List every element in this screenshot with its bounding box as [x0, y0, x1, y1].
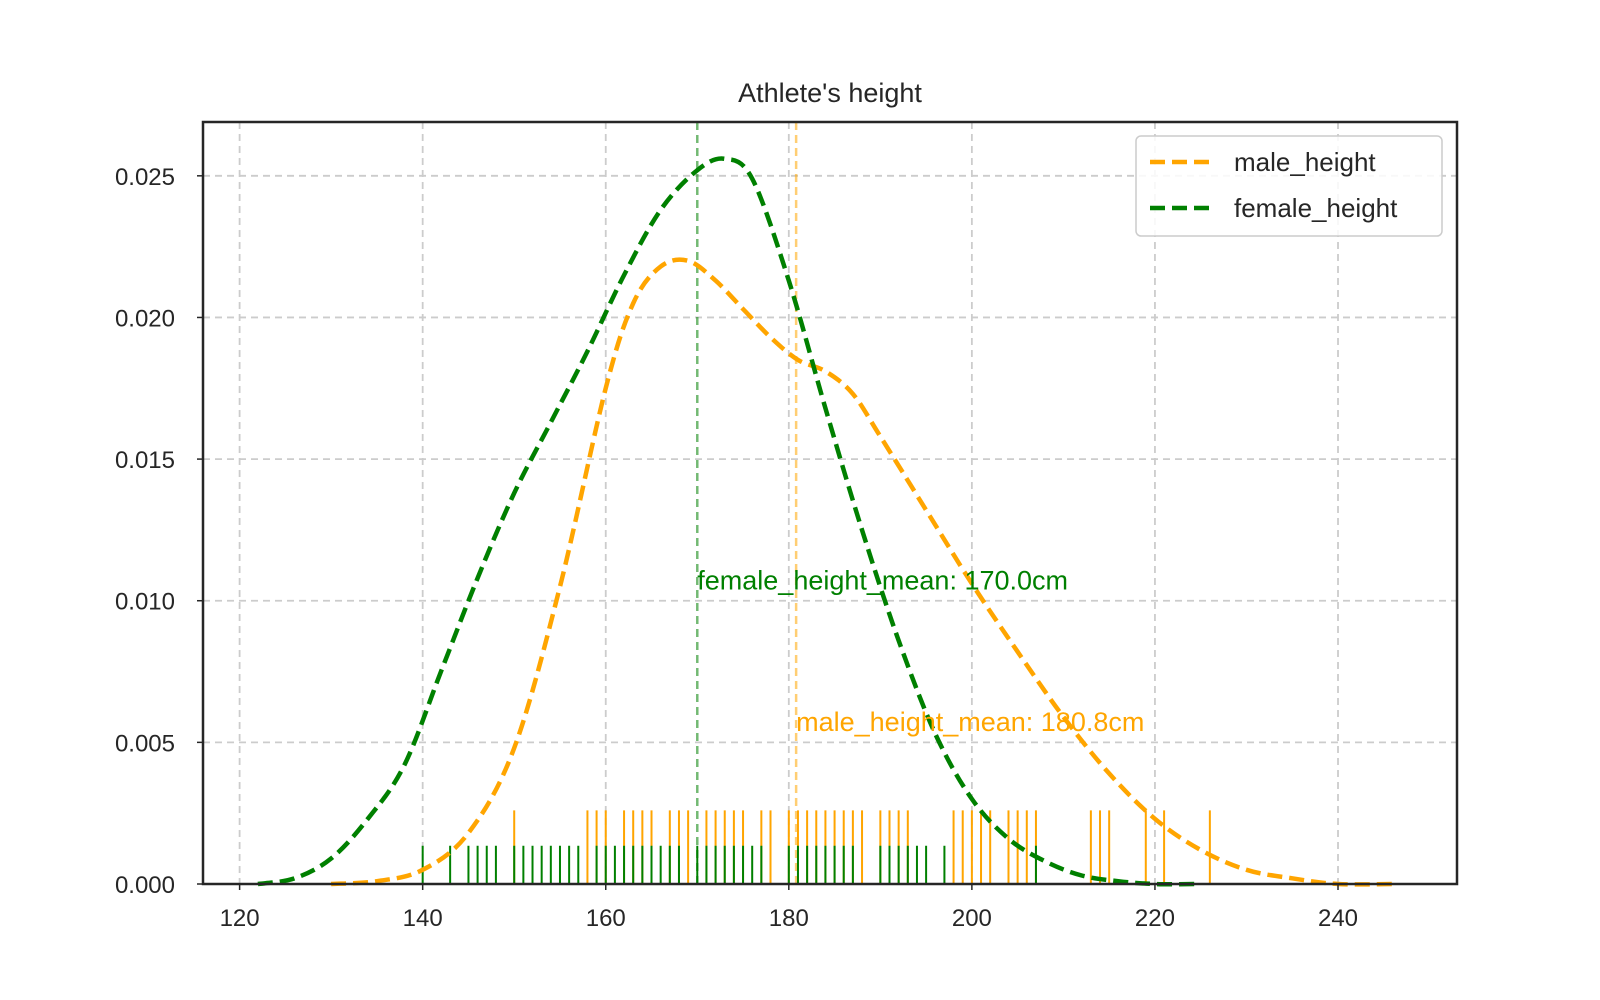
mean-annotation: female_height_mean: 170.0cm — [697, 565, 1068, 595]
legend: male_height female_height — [1135, 135, 1443, 237]
x-tick-label: 180 — [769, 905, 809, 932]
x-tick-label: 220 — [1135, 905, 1175, 932]
chart-title: Athlete's height — [738, 78, 922, 108]
mean-lines — [696, 122, 798, 884]
annotations: female_height_mean: 170.0cm male_height_m… — [697, 565, 1144, 737]
y-tick-label: 0.020 — [115, 305, 175, 332]
y-axis: 0.000 0.005 0.010 0.015 0.020 0.025 — [115, 164, 203, 899]
density-curves — [257, 156, 1393, 887]
y-tick-label: 0.015 — [115, 447, 175, 474]
y-tick-label: 0.000 — [115, 872, 175, 899]
y-tick-label: 0.005 — [115, 730, 175, 757]
female_height-curve — [257, 156, 1201, 887]
male_height-curve — [330, 257, 1393, 887]
x-tick-label: 240 — [1318, 905, 1358, 932]
grid-lines — [203, 122, 1457, 884]
x-tick-label: 200 — [952, 905, 992, 932]
plot-frame — [201, 120, 1459, 886]
legend-label: male_height — [1234, 147, 1376, 177]
legend-label: female_height — [1234, 193, 1398, 223]
x-tick-label: 120 — [220, 905, 260, 932]
x-axis: 120 140 160 180 200 220 240 — [220, 884, 1358, 932]
x-tick-label: 160 — [586, 905, 626, 932]
legend-box — [1135, 135, 1443, 237]
x-tick-label: 140 — [403, 905, 443, 932]
mean-annotation: male_height_mean: 180.8cm — [796, 707, 1144, 737]
y-tick-label: 0.010 — [115, 589, 175, 616]
rug-marks — [421, 810, 1211, 884]
y-tick-label: 0.025 — [115, 164, 175, 191]
